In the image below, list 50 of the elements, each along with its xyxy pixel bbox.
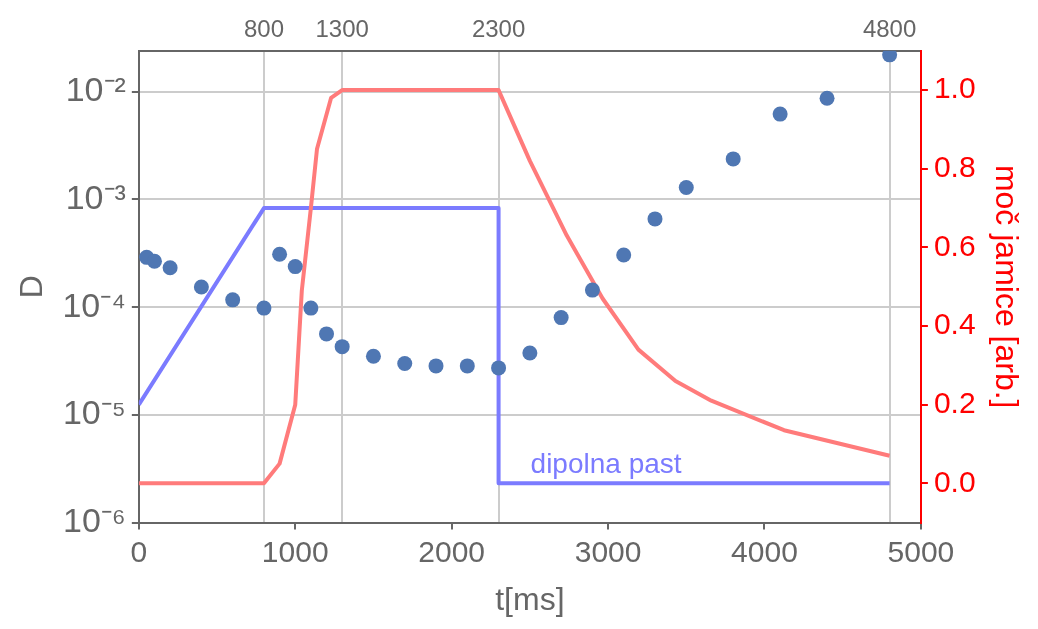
x2-tick-label: 4800 <box>862 15 917 43</box>
point <box>522 345 538 361</box>
point <box>319 326 335 342</box>
point <box>428 358 444 374</box>
y2-tick-label: 0.8 <box>933 150 976 184</box>
point <box>725 151 741 167</box>
x2-tick-label: 2300 <box>471 15 526 43</box>
x-tick-label: 4000 <box>731 534 798 568</box>
point <box>272 246 288 262</box>
y-tick-label: 10⁻⁶ <box>63 500 126 539</box>
x-tick-label: 3000 <box>574 534 642 568</box>
point <box>459 358 475 374</box>
series-label: dipolna past <box>530 448 682 479</box>
point <box>365 348 381 364</box>
point <box>678 180 694 196</box>
point <box>256 300 272 316</box>
point <box>553 310 569 326</box>
x-tick-label: 0 <box>130 534 148 568</box>
point <box>287 259 303 275</box>
x-axis-title: t[ms] <box>495 580 565 617</box>
point <box>397 356 413 371</box>
y2-tick-label: 0.4 <box>933 307 976 341</box>
y2-tick-label: 1.0 <box>933 71 976 105</box>
point <box>162 260 178 276</box>
x-tick-label: 1000 <box>261 534 329 568</box>
point <box>334 339 350 355</box>
y2-tick-label: 0.0 <box>933 464 976 498</box>
point <box>491 360 507 376</box>
x2-tick-label: 800 <box>243 15 284 43</box>
y-tick-label: 10⁻⁵ <box>62 393 126 432</box>
y2-axis-title: moč jamice [arb.] <box>988 164 1025 409</box>
x2-tick-label: 1300 <box>315 15 369 43</box>
y2-tick-label: 0.2 <box>933 385 976 419</box>
point <box>647 211 663 227</box>
y-tick-label: 10⁻² <box>65 70 126 109</box>
point <box>225 292 241 308</box>
point <box>772 106 788 122</box>
x-tick-label: 5000 <box>887 534 955 568</box>
point <box>584 282 600 298</box>
y-tick-label: 10⁻³ <box>65 177 126 216</box>
point <box>819 90 835 106</box>
y-tick-label: 10⁻⁴ <box>62 285 126 324</box>
point <box>882 50 898 63</box>
point <box>193 279 209 295</box>
y-axis-title: D <box>13 275 50 299</box>
x-tick-label: 2000 <box>418 534 486 568</box>
point <box>303 300 319 316</box>
point <box>616 247 632 263</box>
point <box>146 253 162 269</box>
y2-tick-label: 0.6 <box>933 228 976 262</box>
